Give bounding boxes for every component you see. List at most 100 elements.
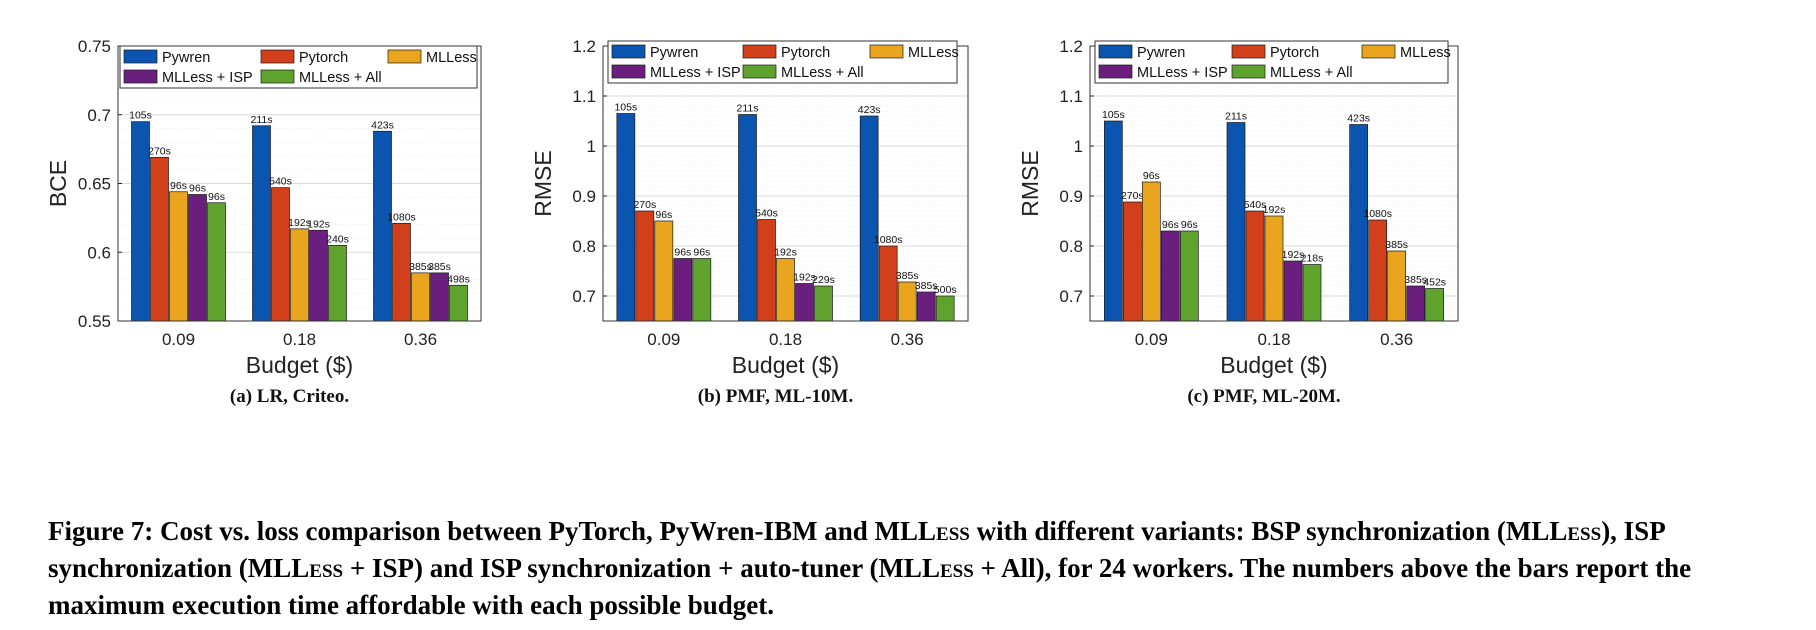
- y-tick-label: 0.9: [572, 187, 596, 206]
- bar-data-label: 96s: [693, 247, 710, 259]
- legend-label-mlless-all: MLLess + All: [299, 70, 382, 86]
- bar-data-label: 423s: [371, 119, 394, 131]
- bar-data-label: 452s: [1423, 277, 1446, 289]
- bar-data-label: 211s: [737, 103, 759, 115]
- bar-pywren: [373, 130, 392, 322]
- bar-mlless: [897, 281, 917, 322]
- bar-pytorch: [757, 219, 776, 322]
- bar-data-label: 385s: [1404, 274, 1427, 286]
- legend-label-pytorch: Pytorch: [1270, 45, 1319, 61]
- bar-mlless: [654, 220, 674, 322]
- bar-data-label: 192s: [1263, 204, 1286, 216]
- bar-mlless-all: [207, 202, 226, 322]
- bar-mlless-isp: [1160, 230, 1180, 322]
- bar-mlless: [776, 258, 795, 322]
- x-tick-label: 0.09: [162, 330, 195, 349]
- legend-label-mlless-isp: MLLess + ISP: [650, 65, 741, 81]
- bar-data-label: 385s: [896, 270, 919, 282]
- bar-data-label: 270s: [148, 145, 171, 157]
- y-axis-label: RMSE: [1017, 150, 1043, 216]
- y-axis-label: RMSE: [530, 150, 556, 216]
- x-axis-label: Budget ($): [246, 352, 353, 378]
- y-tick-label: 0.65: [78, 175, 111, 194]
- bar-data-label: 385s: [915, 280, 938, 292]
- bar-data-label: 500s: [934, 284, 957, 296]
- bar-data-label: 385s: [428, 261, 451, 273]
- caption-smallcaps-1: Less: [918, 516, 970, 546]
- bar-data-label: 96s: [1143, 170, 1160, 182]
- x-tick-label: 0.09: [1135, 330, 1168, 349]
- bar-pywren: [1103, 120, 1123, 322]
- y-tick-label: 0.7: [572, 287, 596, 306]
- x-axis-label: Budget ($): [732, 352, 839, 378]
- figure-caption: Figure 7: Cost vs. loss comparison betwe…: [48, 513, 1778, 624]
- legend-swatch-mlless: [1361, 44, 1396, 59]
- bar-pytorch: [635, 210, 655, 322]
- legend-swatch-pytorch: [260, 49, 295, 64]
- legend-swatch-mlless-isp: [1098, 64, 1133, 79]
- legend-swatch-pywren: [1098, 44, 1133, 59]
- bar-data-label: 1080s: [387, 211, 416, 223]
- bar-data-label: 218s: [1301, 253, 1324, 265]
- bar-data-label: 192s: [793, 272, 816, 284]
- bar-data-label: 96s: [170, 180, 187, 192]
- y-tick-label: 0.6: [87, 243, 111, 262]
- caption-part-3: ), ISP synchronization (ML: [48, 516, 1665, 583]
- bar-data-label: 270s: [1121, 190, 1144, 202]
- bar-mlless-isp: [309, 229, 328, 322]
- bar-mlless-all: [935, 295, 955, 322]
- bar-data-label: 1080s: [1363, 208, 1392, 220]
- legend-swatch-pytorch: [742, 44, 777, 59]
- y-tick-label: 1.1: [572, 87, 596, 106]
- figure-charts: 0.55 0.6 0.65 0.7 0.75 105s 270s 96s 96s 96s 0.09 2…: [45, 37, 1459, 407]
- subcaption: (a) LR, Criteo.: [230, 386, 349, 407]
- legend-label-mlless-isp: MLLess + ISP: [162, 70, 253, 86]
- y-tick-label: 0.9: [1059, 187, 1083, 206]
- y-tick-label: 0.55: [78, 312, 111, 331]
- bar-data-label: 192s: [288, 217, 311, 229]
- subcaption: (b) PMF, ML-10M.: [698, 386, 854, 407]
- y-tick-label: 0.7: [1059, 287, 1083, 306]
- caption-part-5: + All), for 24 workers. The numbers abov…: [48, 553, 1692, 620]
- bar-data-label: 192s: [1282, 249, 1305, 261]
- bar-data-label: 192s: [307, 218, 330, 230]
- y-axis-label: BCE: [45, 160, 71, 207]
- bar-mlless-isp: [795, 283, 814, 322]
- legend-label-pytorch: Pytorch: [299, 50, 348, 66]
- legend-label-mlless: MLLess: [1400, 45, 1451, 61]
- bar-pytorch: [1368, 219, 1388, 322]
- legend-swatch-pywren: [123, 49, 158, 64]
- legend-swatch-mlless-all: [1231, 64, 1266, 79]
- bar-data-label: 105s: [129, 110, 152, 122]
- bar-mlless-isp: [916, 291, 936, 322]
- x-tick-label: 0.36: [891, 330, 924, 349]
- y-tick-label: 0.75: [78, 37, 111, 56]
- bar-pytorch: [1245, 210, 1265, 322]
- bar-mlless-isp: [673, 258, 693, 322]
- bar-mlless-all: [1302, 264, 1322, 322]
- bar-mlless: [169, 191, 188, 322]
- x-tick-label: 0.18: [283, 330, 316, 349]
- caption-smallcaps-4: Less: [921, 553, 974, 583]
- bar-mlless-all: [814, 285, 833, 322]
- bar-pywren: [131, 121, 150, 322]
- bar-pywren: [252, 125, 271, 322]
- bar-mlless: [1387, 250, 1407, 322]
- bar-pywren: [1226, 122, 1246, 322]
- legend-swatch-mlless-isp: [123, 69, 158, 84]
- legend-swatch-mlless-all: [260, 69, 295, 84]
- legend-label-pytorch: Pytorch: [781, 45, 830, 61]
- legend-label-pywren: Pywren: [1137, 45, 1185, 61]
- y-tick-label: 0.8: [572, 237, 596, 256]
- bar-mlless-all: [692, 258, 712, 322]
- y-tick-label: 1: [587, 137, 596, 156]
- legend-label-mlless-isp: MLLess + ISP: [1137, 65, 1228, 81]
- caption-smallcaps-2: Less: [1549, 516, 1602, 546]
- bar-data-label: 229s: [812, 274, 835, 286]
- subcaption: (c) PMF, ML-20M.: [1187, 386, 1340, 407]
- bar-mlless-all: [328, 245, 347, 322]
- bar-data-label: 270s: [633, 199, 656, 211]
- bar-mlless-all: [449, 284, 468, 322]
